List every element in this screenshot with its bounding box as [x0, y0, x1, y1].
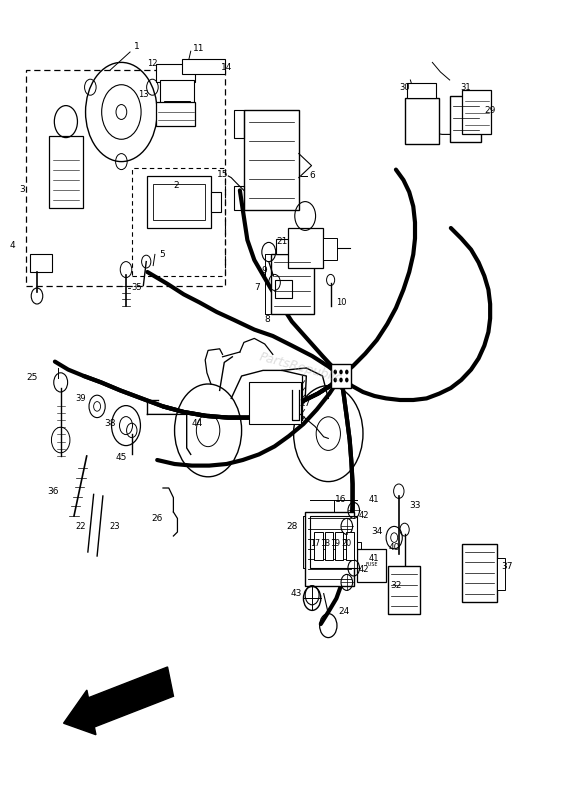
Text: 42: 42	[358, 565, 369, 574]
Text: 20: 20	[341, 539, 351, 549]
Text: 22: 22	[75, 522, 86, 531]
Bar	[288, 228, 323, 268]
Text: 14: 14	[221, 62, 232, 72]
Text: 6: 6	[309, 171, 315, 181]
Text: 28: 28	[286, 522, 298, 531]
Text: 29: 29	[484, 106, 496, 115]
Text: 36: 36	[47, 487, 59, 497]
Bar	[153, 184, 205, 220]
Text: 24: 24	[339, 607, 350, 617]
Text: 21: 21	[276, 237, 288, 246]
Circle shape	[345, 378, 349, 382]
Circle shape	[334, 370, 337, 374]
Bar	[275, 280, 292, 298]
Bar	[211, 192, 221, 212]
Text: 39: 39	[75, 394, 86, 403]
Bar	[323, 238, 337, 260]
Bar	[156, 64, 195, 82]
Bar	[335, 532, 343, 560]
Text: 4: 4	[10, 241, 16, 250]
Bar	[305, 512, 354, 586]
Bar	[160, 80, 194, 104]
Text: 45: 45	[116, 453, 127, 462]
Circle shape	[339, 378, 343, 382]
Text: 43: 43	[290, 589, 302, 598]
Bar	[354, 542, 361, 562]
Bar	[462, 544, 497, 602]
Text: 42: 42	[358, 511, 369, 521]
Circle shape	[345, 370, 349, 374]
Text: 33: 33	[409, 501, 421, 510]
Bar	[132, 168, 225, 276]
Text: 35: 35	[132, 283, 142, 293]
FancyArrow shape	[64, 667, 173, 734]
Text: 44: 44	[192, 419, 203, 429]
Text: 8: 8	[265, 315, 271, 325]
Text: 37: 37	[502, 562, 513, 571]
Text: 32: 32	[391, 581, 402, 590]
Text: 40: 40	[388, 543, 400, 553]
Text: PartsRepublic: PartsRepublic	[258, 350, 343, 386]
Bar	[325, 532, 333, 560]
Bar	[156, 102, 195, 126]
Bar	[450, 96, 481, 142]
Bar	[164, 101, 190, 110]
Circle shape	[334, 378, 337, 382]
Text: 25: 25	[26, 373, 38, 382]
Bar	[310, 516, 357, 568]
Bar	[276, 239, 297, 254]
Bar	[331, 364, 351, 388]
Bar	[147, 176, 211, 228]
Text: 10: 10	[336, 298, 347, 307]
Bar	[357, 549, 386, 582]
Text: 16: 16	[335, 495, 347, 505]
Text: 34: 34	[371, 527, 383, 537]
Text: 9: 9	[261, 266, 267, 275]
Text: 13: 13	[139, 90, 149, 99]
Text: 19: 19	[331, 539, 341, 549]
Text: 15: 15	[217, 170, 228, 179]
Text: 11: 11	[192, 44, 204, 54]
Text: 17: 17	[310, 539, 320, 549]
Bar	[314, 532, 323, 560]
Text: 1: 1	[134, 42, 140, 51]
Bar	[497, 558, 505, 590]
Text: 38: 38	[104, 419, 116, 429]
Text: 18: 18	[320, 539, 330, 549]
Bar	[271, 254, 314, 314]
Circle shape	[339, 370, 343, 374]
Text: 5: 5	[159, 250, 165, 259]
Text: 23: 23	[110, 522, 120, 531]
Bar	[388, 566, 420, 614]
Text: 31: 31	[460, 83, 470, 93]
Text: 41: 41	[369, 554, 379, 563]
Bar	[26, 70, 225, 286]
Text: 41: 41	[369, 495, 379, 505]
Text: 26: 26	[151, 514, 163, 523]
Bar	[407, 83, 436, 98]
Text: FUSE: FUSE	[365, 562, 378, 566]
Bar	[405, 98, 439, 144]
Bar	[462, 90, 491, 134]
Text: 30: 30	[400, 83, 410, 93]
Bar	[49, 136, 83, 208]
Text: 7: 7	[254, 283, 260, 293]
Text: 12: 12	[147, 59, 157, 69]
Text: 3: 3	[20, 185, 25, 194]
Text: 2: 2	[173, 181, 179, 190]
Bar	[244, 110, 299, 210]
Text: 27: 27	[299, 399, 311, 409]
Bar	[346, 532, 354, 560]
Bar	[30, 254, 52, 272]
Bar	[249, 382, 301, 424]
Bar	[182, 59, 225, 74]
